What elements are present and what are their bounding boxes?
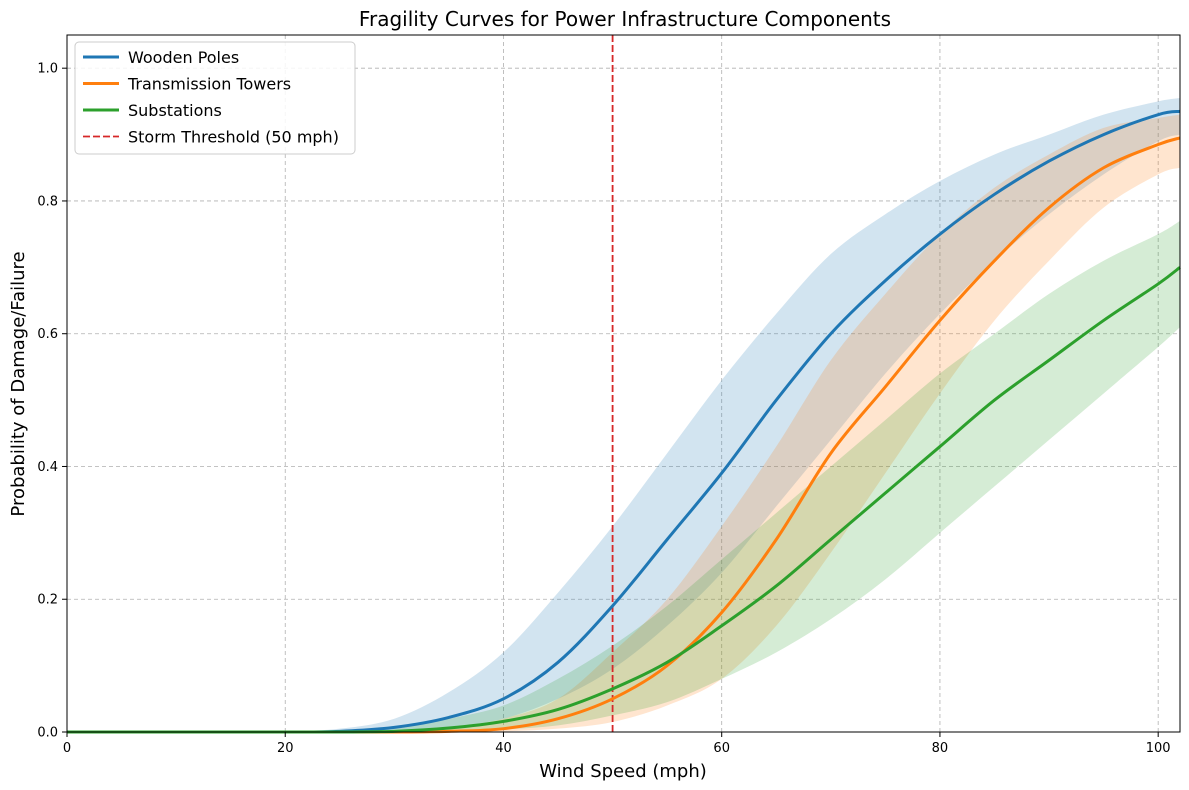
confidence-band — [67, 98, 1180, 733]
x-tick-label: 40 — [495, 741, 512, 756]
legend-label: Transmission Towers — [127, 75, 291, 94]
axis-ticks: 0 20 40 60 80 100 0.0 0.2 0.4 0.6 0.8 1.0 — [37, 62, 1170, 756]
x-tick-label: 0 — [63, 741, 71, 756]
x-tick-label: 60 — [713, 741, 730, 756]
legend-label: Storm Threshold (50 mph) — [128, 128, 339, 147]
x-tick-label: 100 — [1146, 741, 1171, 756]
confidence-band — [67, 114, 1180, 733]
x-tick-label: 80 — [932, 741, 949, 756]
confidence-bands — [67, 98, 1180, 733]
y-tick-label: 0.6 — [37, 327, 58, 342]
y-tick-label: 0.4 — [37, 460, 58, 475]
confidence-band — [67, 220, 1180, 733]
chart-title: Fragility Curves for Power Infrastructur… — [359, 7, 891, 31]
legend-box — [74, 41, 356, 155]
x-axis-title: Wind Speed (mph) — [539, 761, 707, 782]
legend: Wooden Poles Transmission Towers Substatio… — [74, 41, 356, 155]
legend-label: Substations — [128, 101, 222, 120]
plot-frame — [66, 34, 1181, 733]
x-tick-label: 20 — [277, 741, 294, 756]
y-axis-title: Probability of Damage/Failure — [8, 251, 29, 516]
y-tick-label: 0.2 — [37, 593, 58, 608]
y-tick-label: 1.0 — [37, 62, 58, 77]
y-tick-label: 0.0 — [37, 726, 58, 741]
legend-label: Wooden Poles — [128, 48, 239, 67]
y-tick-label: 0.8 — [37, 194, 58, 209]
